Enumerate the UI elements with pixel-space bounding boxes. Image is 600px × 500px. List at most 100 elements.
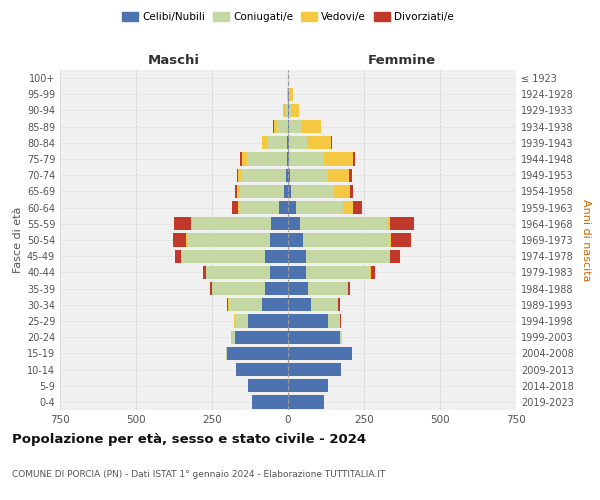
Bar (248, 314, 288, 328)
Bar (288, 282, 308, 295)
Bar (227, 346, 288, 360)
Bar (288, 266, 375, 279)
Bar (283, 104, 288, 117)
Bar (288, 120, 302, 134)
Bar (288, 185, 334, 198)
Bar (288, 363, 341, 376)
Bar (288, 314, 341, 328)
Bar (232, 330, 288, 344)
Bar (226, 346, 288, 360)
Bar (270, 234, 288, 246)
Bar (288, 250, 391, 263)
Bar (234, 314, 288, 328)
Bar (173, 234, 288, 246)
Bar (236, 363, 288, 376)
Bar (288, 250, 390, 263)
Bar (238, 168, 288, 182)
Bar (235, 314, 288, 328)
Bar (239, 201, 288, 214)
Bar (182, 250, 288, 263)
Bar (288, 152, 289, 166)
Bar (288, 363, 341, 376)
Bar (288, 168, 352, 182)
Bar (251, 396, 288, 408)
Bar (288, 282, 347, 295)
Bar (251, 396, 288, 408)
Legend: Celibi/Nubili, Coniugati/e, Vedovi/e, Divorziati/e: Celibi/Nubili, Coniugati/e, Vedovi/e, Di… (118, 8, 458, 26)
Bar (288, 217, 390, 230)
Bar (192, 217, 288, 230)
Bar (175, 217, 288, 230)
Bar (288, 314, 328, 328)
Bar (288, 396, 325, 408)
Bar (288, 330, 342, 344)
Bar (232, 330, 288, 344)
Bar (288, 234, 411, 246)
Bar (238, 201, 288, 214)
Bar (288, 152, 355, 166)
Bar (288, 136, 332, 149)
Bar (235, 330, 288, 344)
Bar (288, 266, 371, 279)
Y-axis label: Anni di nascita: Anni di nascita (581, 198, 590, 281)
Bar (248, 379, 288, 392)
Bar (227, 298, 288, 312)
Bar (288, 346, 352, 360)
Bar (288, 88, 290, 101)
Bar (287, 88, 288, 101)
Bar (288, 201, 362, 214)
Bar (288, 104, 289, 117)
Bar (241, 168, 288, 182)
Bar (251, 396, 288, 408)
Bar (288, 314, 340, 328)
Bar (288, 185, 350, 198)
Bar (288, 330, 343, 344)
Bar (212, 282, 288, 295)
Bar (237, 185, 288, 198)
Bar (203, 266, 288, 279)
Text: Maschi: Maschi (148, 54, 200, 67)
Bar (206, 266, 288, 279)
Bar (273, 120, 288, 134)
Bar (187, 234, 288, 246)
Bar (229, 298, 288, 312)
Bar (288, 266, 370, 279)
Bar (288, 396, 325, 408)
Bar (288, 120, 321, 134)
Bar (288, 104, 299, 117)
Bar (288, 88, 293, 101)
Bar (288, 201, 343, 214)
Bar (270, 266, 288, 279)
Bar (288, 217, 387, 230)
Bar (288, 379, 328, 392)
Bar (283, 104, 288, 117)
Bar (232, 201, 288, 214)
Bar (288, 168, 349, 182)
Bar (242, 152, 288, 166)
Bar (288, 201, 296, 214)
Bar (288, 136, 331, 149)
Bar (288, 298, 338, 312)
Text: Popolazione per età, sesso e stato civile - 2024: Popolazione per età, sesso e stato civil… (12, 432, 366, 446)
Bar (277, 120, 288, 134)
Bar (287, 88, 288, 101)
Bar (288, 136, 307, 149)
Bar (288, 168, 290, 182)
Bar (239, 185, 288, 198)
Bar (248, 379, 288, 392)
Bar (288, 185, 353, 198)
Bar (288, 266, 306, 279)
Bar (274, 120, 288, 134)
Bar (288, 234, 391, 246)
Bar (288, 152, 324, 166)
Bar (288, 136, 289, 149)
Bar (288, 330, 342, 344)
Bar (188, 234, 288, 246)
Bar (287, 136, 288, 149)
Bar (210, 282, 288, 295)
Bar (288, 234, 303, 246)
Bar (288, 282, 350, 295)
Bar (288, 379, 328, 392)
Bar (288, 168, 328, 182)
Bar (271, 217, 288, 230)
